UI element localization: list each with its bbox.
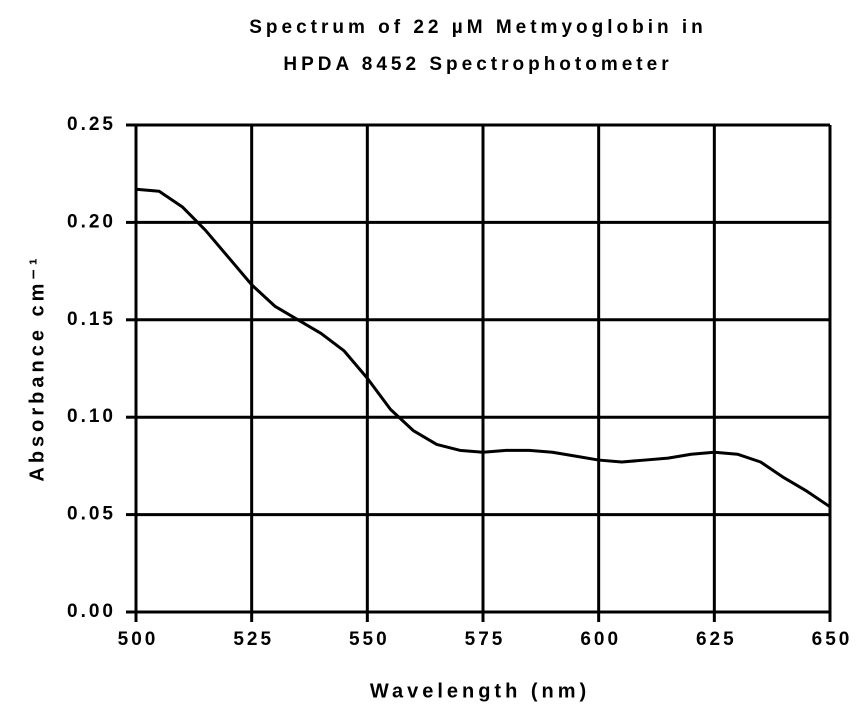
y-tick-label: 0.25 <box>67 114 116 135</box>
x-tick-label: 600 <box>580 629 621 650</box>
data-line <box>135 187 831 509</box>
x-tick-label: 625 <box>696 629 737 650</box>
chart-title: HPDA 8452 Spectrophotometer <box>283 54 672 75</box>
y-axis-label: Absorbance cm⁻¹ <box>26 254 48 481</box>
y-tick-label: 0.10 <box>67 406 116 427</box>
x-tick-label: 650 <box>812 629 853 650</box>
x-tick-label: 525 <box>233 629 274 650</box>
x-axis-label: Wavelength (nm) <box>370 680 590 702</box>
chart-title: Spectrum of 22 µM Metmyoglobin in <box>249 17 707 38</box>
y-tick-label: 0.05 <box>67 504 116 525</box>
y-tick-label: 0.20 <box>67 211 116 232</box>
x-tick-label: 575 <box>465 629 506 650</box>
x-tick-label: 550 <box>349 629 390 650</box>
x-tick-label: 500 <box>118 629 159 650</box>
y-tick-label: 0.00 <box>67 601 116 622</box>
y-tick-label: 0.15 <box>67 309 116 330</box>
